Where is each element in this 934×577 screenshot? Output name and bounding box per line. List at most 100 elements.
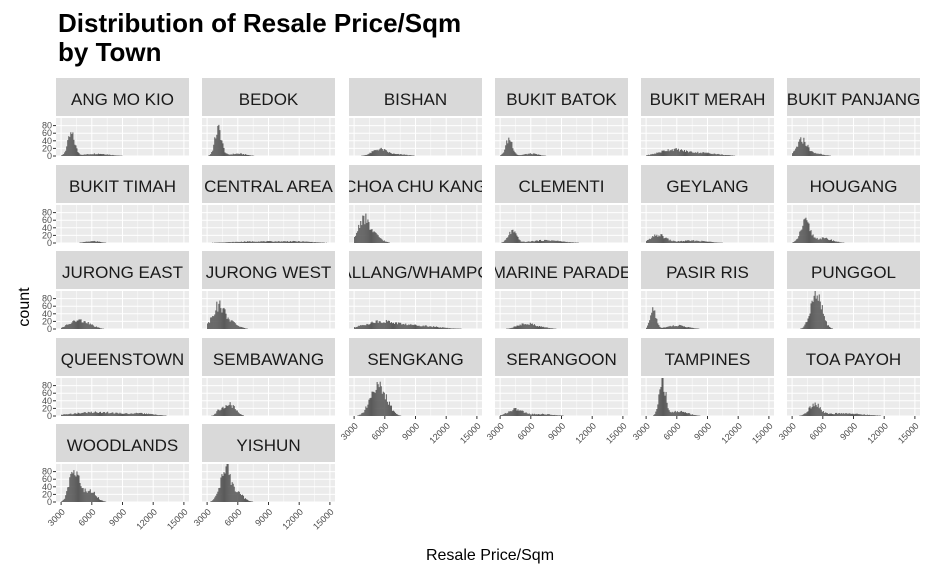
histogram-bar [365, 406, 367, 416]
histogram-bar [663, 150, 665, 156]
histogram-bar [88, 241, 90, 243]
histogram-bar [213, 316, 215, 329]
histogram-bar [689, 240, 691, 243]
histogram-bar [417, 325, 419, 329]
histogram-bar [262, 241, 264, 243]
histogram-bar [676, 241, 678, 243]
histogram-bar [247, 241, 249, 243]
histogram-bar [97, 412, 99, 416]
histogram-bar [540, 414, 542, 416]
histogram-bar [809, 313, 811, 329]
histogram-bar [684, 151, 687, 156]
histogram-bar [696, 152, 698, 156]
facet-panel: KALLANG/WHAMPOA [349, 251, 482, 330]
histogram-bar [371, 321, 373, 329]
histogram-bar [395, 412, 397, 416]
histogram-bar [822, 411, 824, 416]
histogram-bar [398, 153, 400, 156]
histogram-bar [83, 412, 85, 416]
histogram-bar [362, 215, 364, 243]
histogram-bar [656, 318, 658, 329]
histogram-bar [139, 412, 141, 416]
histogram-bar [651, 154, 653, 156]
histogram-bar [79, 413, 81, 416]
histogram-bar [313, 242, 315, 243]
histogram-bar [308, 241, 310, 243]
histogram-bar [543, 414, 545, 416]
histogram-bar [544, 239, 546, 243]
histogram-bar [131, 413, 133, 416]
histogram-bar [689, 151, 691, 156]
histogram-bar [526, 413, 528, 416]
histogram-bar [234, 154, 236, 156]
histogram-bar [287, 241, 289, 243]
histogram-bar [238, 491, 240, 502]
facet-strip-label: CHOA CHU KANG [344, 177, 487, 196]
histogram-bar [541, 240, 543, 243]
histogram-bar [224, 407, 226, 416]
histogram-bar [368, 222, 370, 243]
histogram-bar [124, 413, 126, 416]
histogram-bar [671, 241, 673, 243]
histogram-bar [844, 413, 846, 416]
histogram-bar [522, 410, 524, 416]
histogram-bar [102, 412, 104, 416]
histogram-bar [681, 411, 683, 416]
histogram-bar [864, 414, 866, 416]
histogram-bar [267, 241, 269, 243]
histogram-bar [832, 328, 834, 329]
facet-strip [787, 78, 920, 116]
histogram-bar [222, 143, 224, 156]
histogram-bar [719, 154, 721, 156]
histogram-bar [830, 328, 833, 329]
histogram-bar [279, 241, 281, 243]
histogram-bar [715, 154, 717, 156]
histogram-bar [251, 241, 253, 243]
histogram-bar [248, 154, 250, 156]
histogram-bar [693, 240, 695, 243]
histogram-bar [519, 240, 521, 243]
y-tick-label: 20 [42, 143, 52, 153]
histogram-bar [75, 413, 77, 416]
histogram-bar [680, 410, 682, 416]
histogram-bar [114, 155, 116, 156]
histogram-bar [673, 326, 675, 329]
facet-strip-label: PUNGGOL [811, 263, 896, 282]
histogram-bar [557, 240, 559, 243]
histogram-bar [96, 497, 98, 502]
x-axis-title: Resale Price/Sqm [426, 547, 554, 564]
histogram-bar [511, 411, 513, 416]
histogram-bar [531, 323, 533, 329]
histogram-bar [93, 153, 95, 156]
histogram-bar [824, 238, 826, 243]
histogram-bar [510, 328, 512, 329]
histogram-bar [363, 215, 365, 243]
histogram-bar [155, 414, 157, 416]
histogram-bar [821, 305, 823, 329]
histogram-bar [538, 414, 541, 416]
histogram-bar [571, 242, 573, 243]
histogram-bar [502, 153, 504, 156]
histogram-bar [372, 232, 374, 243]
histogram-bar [675, 241, 677, 243]
histogram-bar [91, 492, 93, 502]
histogram-bar [525, 241, 527, 243]
histogram-bar [669, 150, 671, 156]
histogram-bar [239, 241, 241, 243]
histogram-bar [646, 155, 648, 156]
histogram-bar [688, 240, 690, 243]
histogram-bar [519, 410, 521, 416]
histogram-bar [686, 240, 688, 243]
histogram-bar [73, 139, 75, 156]
histogram-bar [147, 414, 149, 416]
histogram-bar [805, 217, 807, 243]
histogram-bar [812, 234, 814, 243]
histogram-bar [91, 154, 93, 156]
histogram-bar [551, 240, 553, 243]
facet-strip-label: HOUGANG [810, 177, 898, 196]
histogram-bar [804, 218, 806, 243]
histogram-bar [658, 235, 660, 243]
histogram-bar [231, 320, 233, 329]
histogram-bar [715, 242, 717, 243]
histogram-bar [228, 154, 230, 156]
